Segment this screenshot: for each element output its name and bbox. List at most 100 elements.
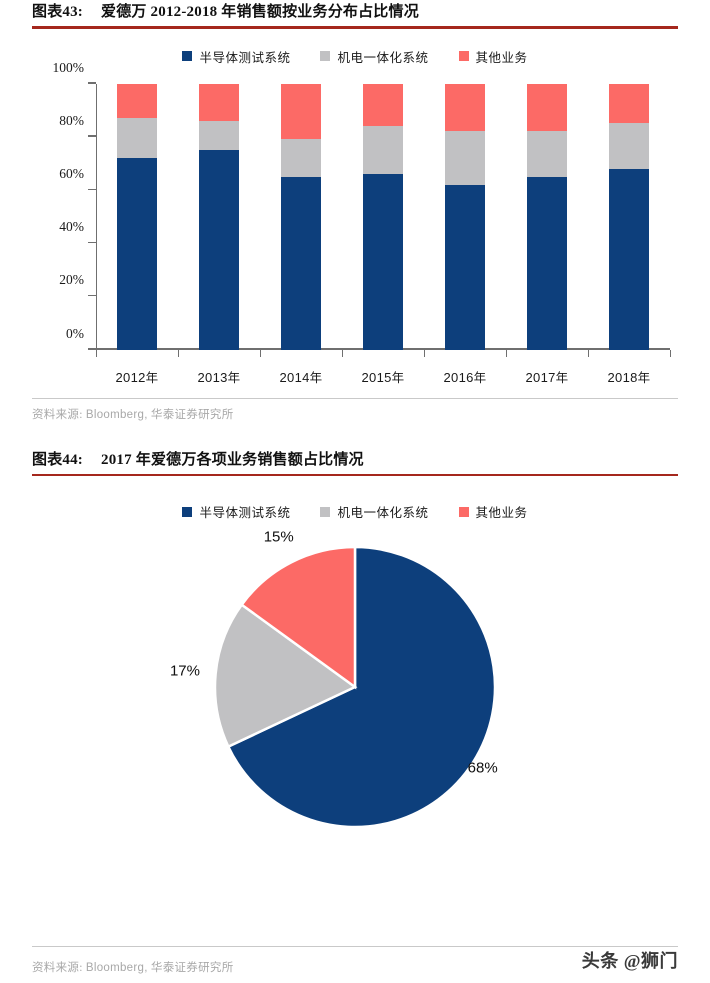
x-axis-label: 2017年	[525, 369, 569, 385]
figure-43-source: 资料来源: Bloomberg, 华泰证券研究所	[32, 399, 678, 422]
figure-43-heading: 图表43: 爱德万 2012-2018 年销售额按业务分布占比情况	[32, 0, 678, 21]
figure-43-source-suffix: 华泰证券研究所	[150, 408, 234, 421]
figure-43-legend: 半导体测试系统 机电一体化系统 其他业务	[32, 47, 678, 66]
y-tick-label: 40%	[59, 219, 84, 235]
stacked-bar[interactable]	[199, 83, 239, 350]
stacked-bar[interactable]	[609, 83, 649, 350]
figure-44-source-prefix: 资料来源:	[32, 962, 83, 974]
y-tick-label: 20%	[59, 272, 84, 288]
y-axis-line	[96, 83, 98, 350]
y-tick-mark	[88, 241, 96, 244]
y-tick-mark	[88, 348, 96, 350]
y-tick-label: 100%	[52, 59, 85, 75]
bar-slot	[506, 83, 588, 350]
figure-43-number: 图表43:	[32, 4, 83, 20]
bar-segment	[527, 176, 567, 350]
figure-43-rule	[32, 26, 678, 29]
pie-slice[interactable]	[226, 545, 497, 829]
pie-chart-svg	[213, 545, 497, 829]
pie-legend-item-mechatronics: 机电一体化系统	[320, 502, 428, 521]
pie-chart: 68% 17% 15%	[32, 529, 678, 861]
page-footer: 资料来源: Bloomberg, 华泰证券研究所 头条 @狮门	[32, 940, 678, 975]
pie-legend-swatch-red	[458, 506, 469, 517]
y-tick-mark	[88, 188, 96, 190]
pie-slice[interactable]	[213, 602, 358, 749]
bar-segment	[117, 118, 157, 158]
bar-segment	[609, 83, 649, 124]
y-tick-label: 60%	[59, 165, 84, 181]
figure-44-block: 图表44: 2017 年爱德万各项业务销售额占比情况 半导体测试系统 机电一体化…	[32, 448, 678, 862]
bar-segment	[363, 83, 403, 127]
bar-slot	[178, 83, 260, 350]
bar-slot	[96, 83, 178, 350]
bar-segment	[445, 184, 485, 350]
x-tick-mark	[178, 349, 180, 357]
bar-slot	[260, 83, 342, 350]
bar-chart-plot-area: 0% 20% 40% 60% 80% 100%	[53, 60, 672, 357]
figure-44-heading: 图表44: 2017 年爱德万各项业务销售额占比情况	[32, 448, 678, 469]
bar-segment	[609, 123, 649, 169]
stacked-bar[interactable]	[281, 83, 321, 350]
bar-slot	[342, 83, 424, 350]
figure-44-rule	[32, 473, 678, 476]
figure-43-block: 图表43: 爱德万 2012-2018 年销售额按业务分布占比情况 半导体测试系…	[32, 0, 678, 422]
legend-item-mechatronics: 机电一体化系统	[320, 47, 428, 66]
x-tick-mark	[588, 349, 590, 357]
x-tick-mark	[260, 349, 262, 357]
bar-segment	[363, 173, 403, 350]
x-axis-labels: 2012年 2013年 2014年 2015年 2016年 2017年 2018年	[96, 367, 670, 386]
bar-segment	[527, 83, 567, 132]
y-tick-mark	[88, 82, 96, 84]
bar-segment	[199, 120, 239, 150]
pie-legend-label-semiconductor-test: 半导体测试系统	[199, 506, 291, 520]
bar-segment	[281, 139, 321, 177]
x-tick-mark	[424, 349, 426, 357]
y-tick-mark	[88, 135, 96, 137]
x-axis-label: 2014年	[279, 369, 323, 385]
figure-44-source-divider	[32, 946, 678, 947]
figure-44-title: 2017 年爱德万各项业务销售额占比情况	[101, 451, 364, 468]
legend-swatch-red	[458, 51, 469, 61]
bar-segment	[445, 131, 485, 185]
bar-series-container	[96, 83, 670, 350]
bar-slot	[588, 83, 670, 350]
stacked-bar[interactable]	[527, 83, 567, 350]
y-tick-mark	[88, 294, 96, 297]
figure-44-source-latin: Bloomberg,	[85, 962, 148, 974]
figure-44-source: 资料来源: Bloomberg, 华泰证券研究所	[32, 952, 234, 975]
figure-44-legend: 半导体测试系统 机电一体化系统 其他业务	[32, 502, 678, 521]
legend-item-other: 其他业务	[458, 47, 528, 66]
legend-label-semiconductor-test: 半导体测试系统	[199, 50, 291, 65]
stacked-bar[interactable]	[363, 83, 403, 350]
legend-label-other: 其他业务	[475, 50, 528, 65]
legend-swatch-gray	[320, 51, 331, 61]
figure-43-title: 爱德万 2012-2018 年销售额按业务分布占比情况	[101, 4, 419, 20]
x-tick-mark	[342, 349, 344, 357]
bar-segment	[281, 83, 321, 140]
pie-slice[interactable]	[239, 545, 357, 690]
bar-segment	[609, 168, 649, 350]
pie-slice-label-semiconductor-test: 68%	[467, 759, 498, 777]
stacked-bar-chart: 0% 20% 40% 60% 80% 100% 2012年 2013年 2014年 2015年 2…	[32, 60, 678, 392]
bar-slot	[424, 83, 506, 350]
pie-legend-swatch-blue	[182, 506, 193, 517]
bar-segment	[117, 157, 157, 350]
y-tick-label: 80%	[59, 112, 84, 128]
bar-segment	[527, 131, 567, 177]
legend-label-mechatronics: 机电一体化系统	[337, 50, 429, 65]
figure-43-source-prefix: 资料来源:	[32, 408, 83, 421]
stacked-bar[interactable]	[117, 83, 157, 350]
x-axis-label: 2013年	[197, 369, 241, 385]
x-tick-mark	[506, 349, 508, 357]
figure-44-source-suffix: 华泰证券研究所	[150, 962, 234, 974]
stacked-bar[interactable]	[445, 83, 485, 350]
pie-slice-label-mechatronics: 17%	[169, 662, 200, 680]
x-tick-mark	[670, 349, 672, 357]
x-axis-label: 2012年	[115, 369, 159, 385]
y-tick-label: 0%	[66, 325, 84, 341]
x-axis-label: 2015年	[361, 369, 405, 385]
legend-swatch-blue	[182, 51, 193, 61]
pie-legend-label-mechatronics: 机电一体化系统	[337, 506, 429, 520]
pie-legend-label-other: 其他业务	[475, 506, 528, 520]
